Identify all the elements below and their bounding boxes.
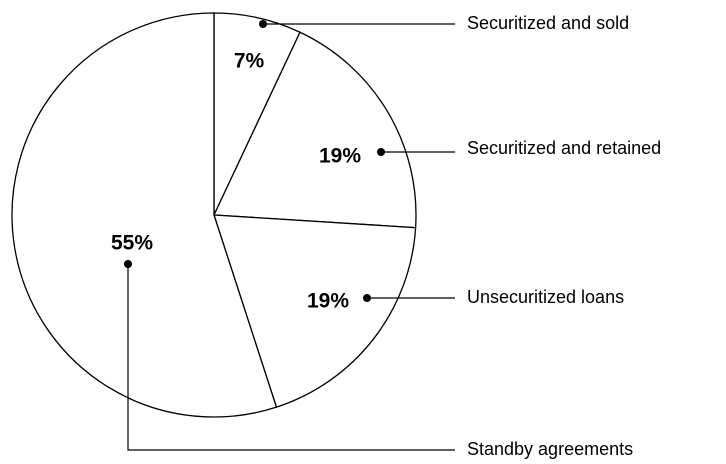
percent-label: 7% bbox=[234, 50, 265, 73]
category-label: Securitized and sold bbox=[467, 13, 629, 33]
percent-label: 19% bbox=[307, 290, 349, 313]
category-label: Securitized and retained bbox=[467, 138, 661, 158]
category-label: Standby agreements bbox=[467, 439, 633, 459]
category-label: Unsecuritized loans bbox=[467, 287, 624, 307]
leader-dot bbox=[363, 294, 371, 302]
percent-label: 55% bbox=[111, 232, 153, 255]
leader-line bbox=[127, 264, 455, 451]
pie-slice bbox=[11, 12, 278, 418]
leader-dot bbox=[124, 260, 132, 268]
leader-dot bbox=[259, 20, 267, 28]
percent-label: 19% bbox=[319, 145, 361, 168]
pie-slice bbox=[213, 214, 417, 408]
leader-dot bbox=[377, 148, 385, 156]
pie-slice bbox=[213, 31, 417, 229]
